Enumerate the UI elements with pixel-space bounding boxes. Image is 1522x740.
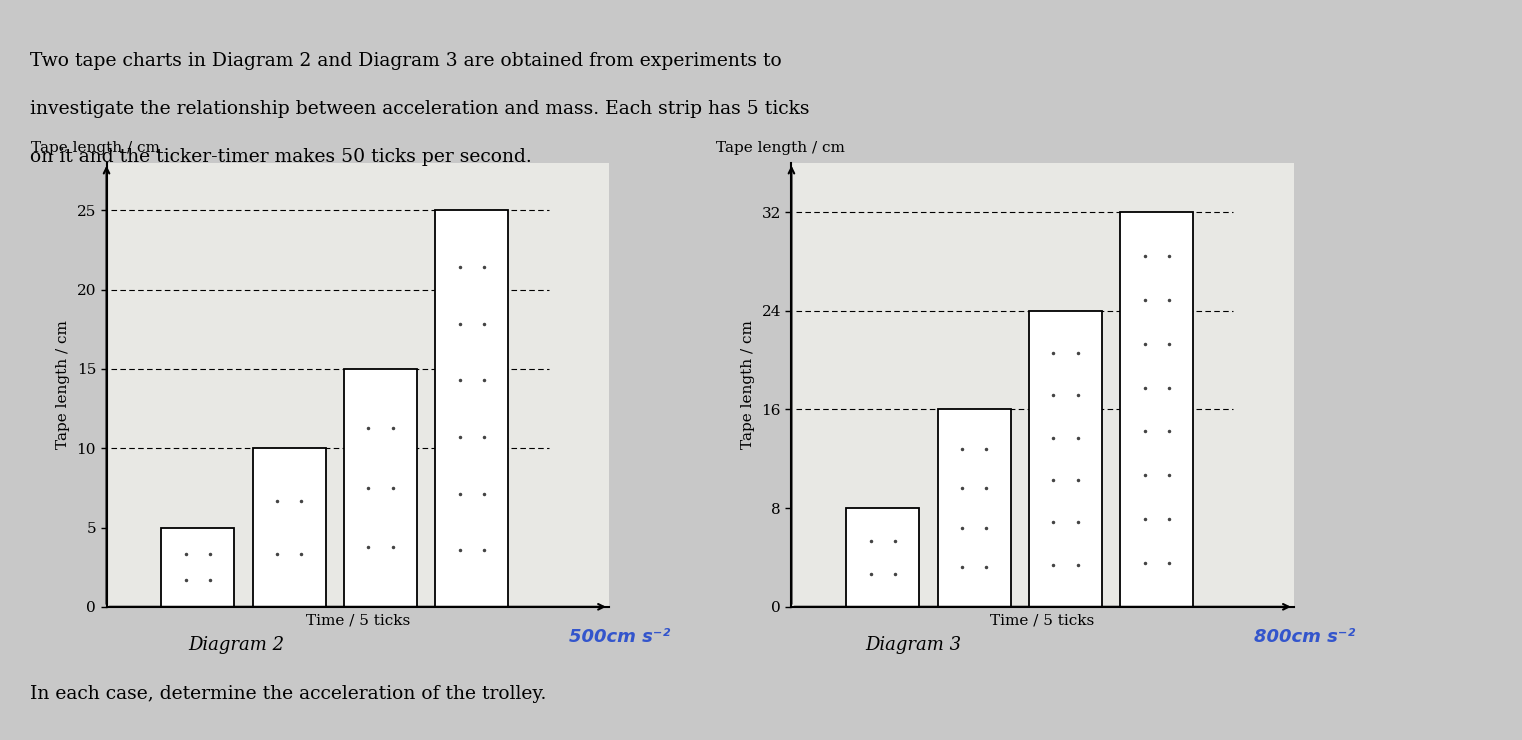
Text: Two tape charts in Diagram 2 and Diagram 3 are obtained from experiments to: Two tape charts in Diagram 2 and Diagram…: [30, 52, 782, 70]
Text: investigate the relationship between acceleration and mass. Each strip has 5 tic: investigate the relationship between acc…: [30, 100, 810, 118]
Text: Diagram 3: Diagram 3: [864, 636, 962, 654]
Text: Diagram 2: Diagram 2: [187, 636, 285, 654]
Bar: [344, 369, 417, 607]
Y-axis label: Tape length / cm: Tape length / cm: [741, 320, 755, 449]
Bar: [846, 508, 919, 607]
X-axis label: Time / 5 ticks: Time / 5 ticks: [306, 613, 409, 628]
Text: In each case, determine the acceleration of the trolley.: In each case, determine the acceleration…: [30, 685, 546, 703]
Text: 500cm s⁻²: 500cm s⁻²: [569, 628, 670, 646]
X-axis label: Time / 5 ticks: Time / 5 ticks: [991, 613, 1094, 628]
Bar: [435, 210, 508, 607]
Bar: [1120, 212, 1193, 607]
Text: 800cm s⁻²: 800cm s⁻²: [1254, 628, 1355, 646]
Bar: [161, 528, 234, 607]
Bar: [938, 409, 1011, 607]
Text: on it and the ticker-timer makes 50 ticks per second.: on it and the ticker-timer makes 50 tick…: [30, 148, 533, 166]
Text: Tape length / cm: Tape length / cm: [717, 141, 845, 155]
Y-axis label: Tape length / cm: Tape length / cm: [56, 320, 70, 449]
Text: Tape length / cm: Tape length / cm: [32, 141, 160, 155]
Bar: [253, 448, 326, 607]
Bar: [1029, 311, 1102, 607]
